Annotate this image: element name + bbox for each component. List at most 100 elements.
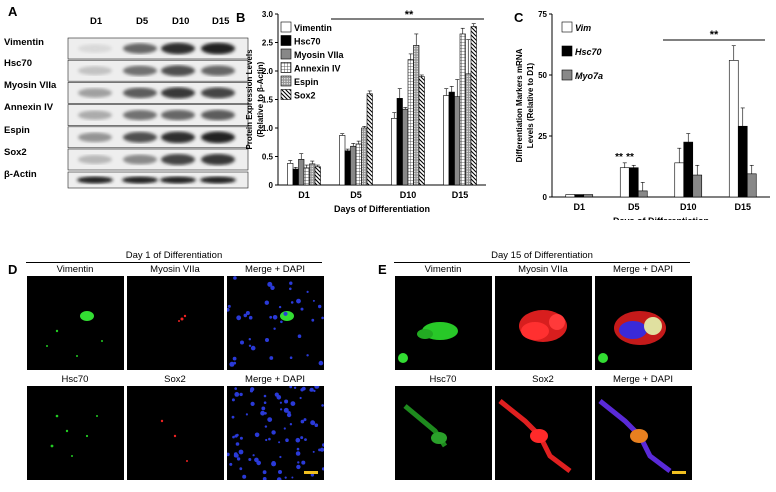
y-axis-label: Protein Expression Levels (Relative to β-… (245, 49, 265, 150)
dapi-nucleus (285, 438, 289, 442)
y-tick-label: 3.0 (262, 10, 274, 19)
blot-band (161, 87, 195, 99)
dapi-nucleus (271, 430, 276, 435)
dapi-nucleus (320, 447, 324, 452)
legend-swatch (280, 89, 292, 100)
bar (309, 163, 316, 186)
dapi-nucleus (297, 461, 300, 464)
micrograph-hsc70-d1 (27, 386, 124, 480)
dapi-nucleus (234, 392, 240, 397)
legend-swatch (280, 75, 292, 87)
blot-band (123, 131, 157, 143)
bar (692, 174, 703, 198)
dapi-nucleus (268, 437, 271, 441)
bar (407, 59, 414, 186)
dapi-nucleus (229, 462, 233, 466)
scale-bar (672, 471, 686, 474)
bar (413, 45, 420, 186)
bar (454, 96, 461, 186)
bar (339, 135, 346, 186)
bar (674, 162, 685, 198)
annotation-label: ** (615, 152, 623, 163)
dapi-nucleus (299, 396, 302, 400)
dapi-nucleus (289, 287, 292, 291)
blot-band (78, 110, 112, 120)
bar (465, 73, 472, 186)
micrograph-merge-sox2-d1 (227, 386, 324, 480)
dapi-nucleus (263, 394, 267, 398)
dapi-nucleus (272, 315, 278, 320)
panel-letter-b: B (236, 10, 246, 25)
dapi-nucleus (232, 435, 235, 439)
blot-band (78, 155, 112, 164)
dapi-nucleus (284, 476, 287, 479)
image-title: Myosin VIIa (150, 264, 200, 275)
dapi-nucleus (289, 356, 293, 359)
dapi-nucleus (318, 304, 322, 309)
dapi-nucleus (239, 392, 243, 397)
dapi-nucleus (269, 315, 273, 319)
legend-label: Annexin IV (294, 64, 341, 74)
dapi-nucleus (290, 401, 296, 406)
dapi-nucleus (261, 406, 266, 411)
blot-band (201, 42, 235, 55)
blot-band (201, 65, 235, 76)
dapi-nucleus (264, 300, 269, 305)
panel-d-title: Day 1 of Differentiation (125, 250, 223, 261)
blot-band (201, 87, 235, 99)
dapi-nucleus (289, 423, 293, 426)
x-axis-label: Days of Differentiation (613, 216, 709, 220)
dapi-nucleus (227, 304, 231, 308)
y-tick-label: 1.0 (262, 124, 274, 133)
blot-row-label: Annexin IV (4, 102, 54, 113)
micrograph-merge-d15 (595, 276, 692, 370)
x-axis-label: Days of Differentiation (334, 204, 430, 214)
bar (355, 143, 362, 186)
dapi-nucleus (283, 311, 288, 316)
dapi-nucleus (229, 361, 235, 367)
dapi-nucleus (250, 401, 255, 406)
dapi-nucleus (290, 301, 294, 304)
legend-swatch (561, 21, 573, 33)
dapi-nucleus (250, 345, 256, 351)
bar (746, 173, 757, 198)
blot-row-label: Myosin VIIa (4, 80, 57, 91)
blot-row-box (67, 126, 249, 149)
panel-letter-d: D (8, 262, 18, 277)
dapi-nucleus (232, 356, 237, 361)
blot-band (161, 109, 195, 121)
legend-swatch (561, 69, 573, 81)
x-tick-label: D1 (573, 202, 585, 212)
dapi-nucleus (286, 412, 292, 418)
micrograph-merge-d1 (227, 276, 324, 370)
dapi-nucleus (301, 460, 306, 465)
dapi-nucleus (311, 318, 315, 322)
dapi-nucleus (304, 438, 307, 441)
dapi-nucleus (236, 315, 242, 321)
micrograph-vimentin-d1 (27, 276, 124, 370)
blot-row-box (67, 59, 249, 82)
dapi-nucleus (321, 316, 324, 320)
dapi-nucleus (269, 356, 274, 360)
image-title: Sox2 (164, 374, 186, 385)
legend-swatch (280, 35, 292, 46)
dapi-nucleus (312, 299, 315, 302)
legend-label: Vimentin (294, 23, 332, 33)
micrograph-sox2-d15 (495, 386, 592, 480)
blot-band (123, 154, 157, 165)
dapi-nucleus (234, 434, 238, 438)
dapi-nucleus (233, 361, 237, 365)
bar (728, 60, 739, 198)
legend-swatch (280, 21, 292, 33)
blot-band (123, 43, 157, 54)
micrograph-merge-sox2-d15 (595, 386, 692, 480)
blot-band (161, 154, 195, 165)
significance-label: ** (405, 9, 414, 21)
dapi-nucleus (280, 408, 283, 411)
dapi-nucleus (310, 473, 315, 477)
bar (396, 98, 403, 186)
y-tick-label: 0.5 (262, 153, 274, 162)
dapi-nucleus (233, 452, 238, 457)
bar (391, 118, 398, 186)
dapi-nucleus (301, 386, 306, 391)
